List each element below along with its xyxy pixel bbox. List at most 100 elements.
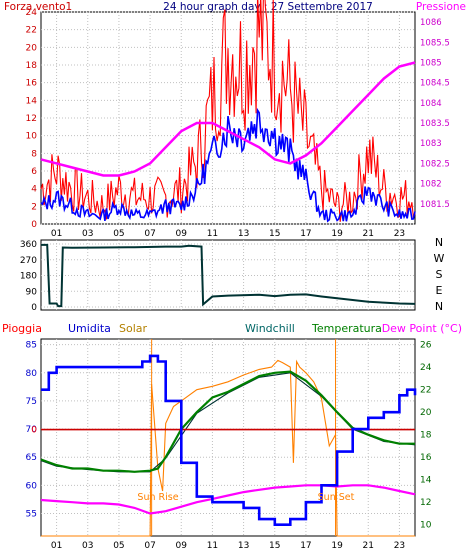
pressure-tick-label: 1084.5	[420, 79, 450, 89]
pressure-tick-label: 1083	[420, 139, 442, 149]
direction-tick-label: 180	[20, 272, 37, 282]
legend-temperature: Temperatura	[311, 322, 382, 335]
temperature-tick-label: 20	[420, 408, 432, 418]
humidity-axis: 55 60 65 70 75 80 85 0	[26, 341, 38, 520]
pressure-tick-label: 1084	[420, 99, 442, 109]
direction-axis: 0 90 180 270 360	[20, 240, 37, 313]
wind-tick-label: 12	[26, 114, 37, 124]
humidity-tick-label: 70	[26, 425, 38, 435]
compass-label: S	[436, 268, 443, 281]
wind-direction-grid	[41, 240, 415, 310]
temperature-tick-label: 18	[420, 431, 432, 441]
legend-dewpoint: Dew Point (°C)	[382, 322, 462, 335]
wind-pressure-grid	[41, 11, 415, 225]
hour-tick-label: 21	[363, 541, 374, 551]
temperature-line	[40, 370, 415, 473]
wind-direction-series	[41, 243, 416, 308]
sun-markers: Sun Rise Sun Set	[137, 492, 354, 503]
wind-tick-label: 22	[26, 26, 37, 36]
direction-line	[41, 243, 416, 308]
direction-tick-label: 0	[31, 303, 37, 313]
wind-tick-label: 10	[26, 132, 38, 142]
wind-tick-label: 2	[31, 202, 37, 212]
direction-tick-label: 90	[26, 287, 38, 297]
hour-tick-label: 11	[207, 229, 218, 239]
legend-rain: Pioggia	[2, 322, 42, 335]
wind-tick-label: 8	[31, 149, 37, 159]
hour-tick-label: 23	[394, 541, 405, 551]
hour-tick-label: 21	[363, 229, 374, 239]
humidity-tick-label: 75	[26, 397, 37, 407]
sun-rise-label: Sun Rise	[137, 492, 178, 503]
hour-tick-label: 15	[269, 541, 280, 551]
humidity-tick-label: 60	[26, 481, 38, 491]
humidity-tick-label: 85	[26, 341, 37, 351]
hour-tick-label: 11	[207, 541, 218, 551]
hour-tick-label: 13	[238, 229, 249, 239]
hour-tick-label: 09	[176, 229, 188, 239]
humidity-tick-label: 65	[26, 453, 37, 463]
left-axis-label: Forza vento1	[4, 1, 72, 13]
temperature-tick-label: 12	[420, 498, 431, 508]
hour-tick-label: 01	[51, 229, 62, 239]
hour-tick-label: 05	[113, 541, 124, 551]
panel3-legend: Pioggia Umidita Solar Windchill Temperat…	[2, 322, 462, 335]
wind-tick-label: 20	[26, 43, 38, 53]
pressure-tick-label: 1082	[420, 180, 442, 190]
humidity-tick-label: 55	[26, 509, 37, 519]
temperature-tick-label: 10	[420, 521, 432, 531]
direction-tick-label: 360	[20, 240, 37, 250]
hour-axis-bottom: 01 03 05 07 09 11 13 15 17 19 21 23	[51, 541, 405, 551]
sun-set-label: Sun Set	[318, 492, 355, 503]
pressure-tick-label: 1086	[420, 18, 442, 28]
pressure-tick-label: 1085	[420, 58, 442, 68]
hour-tick-label: 19	[331, 229, 343, 239]
hour-tick-label: 19	[331, 541, 343, 551]
humidity-tick-label: 80	[26, 369, 38, 379]
dewpoint-line	[40, 484, 416, 515]
wind-tick-label: 14	[26, 96, 38, 106]
hour-tick-label: 09	[176, 541, 188, 551]
hour-tick-label: 15	[269, 229, 280, 239]
temperature-tick-label: 24	[420, 363, 432, 373]
temperature-tick-label: 14	[420, 476, 432, 486]
right-axis-label: Pressione	[416, 1, 466, 13]
compass-label: W	[434, 252, 445, 265]
hour-tick-label: 17	[300, 229, 311, 239]
pressure-axis: 1081.5 1082 1082.5 1083 1083.5 1084 1084.5 1085…	[420, 18, 450, 210]
hour-tick-label: 17	[300, 541, 311, 551]
wind-pressure-series	[40, 0, 416, 223]
legend-windchill: Windchill	[245, 322, 295, 335]
compass-label: N	[435, 300, 443, 313]
pressure-tick-label: 1083.5	[420, 119, 450, 129]
pressure-tick-label: 1081.5	[420, 200, 450, 210]
hour-tick-label: 05	[113, 229, 124, 239]
rain-zero-label: 0	[31, 426, 37, 436]
temperature-tick-label: 22	[420, 386, 431, 396]
wind-tick-label: 0	[31, 220, 37, 230]
temperature-tick-label: 26	[420, 341, 432, 351]
legend-humidity: Umidita	[68, 322, 111, 335]
wind-tick-label: 4	[31, 185, 37, 195]
chart-title: 24 hour graph day : 27 Settembre 2017	[163, 1, 373, 13]
pressure-tick-label: 1085.5	[420, 38, 450, 48]
wind-tick-label: 24	[26, 8, 38, 18]
direction-tick-label: 270	[20, 256, 37, 266]
pressure-tick-label: 1082.5	[420, 159, 450, 169]
temperature-axis: 10 12 14 16 18 20 22 24 26	[420, 341, 432, 531]
wind-tick-label: 6	[31, 167, 37, 177]
wind-line	[40, 107, 416, 223]
climate-panel-frame	[40, 338, 416, 537]
hour-tick-label: 07	[144, 229, 155, 239]
hour-axis-top: 01 03 05 07 09 11 13 15 17 19 21 23	[51, 229, 405, 239]
temperature-tick-label: 16	[420, 453, 432, 463]
hour-tick-label: 01	[51, 541, 62, 551]
wind-tick-label: 16	[26, 79, 38, 89]
climate-series	[40, 339, 417, 537]
